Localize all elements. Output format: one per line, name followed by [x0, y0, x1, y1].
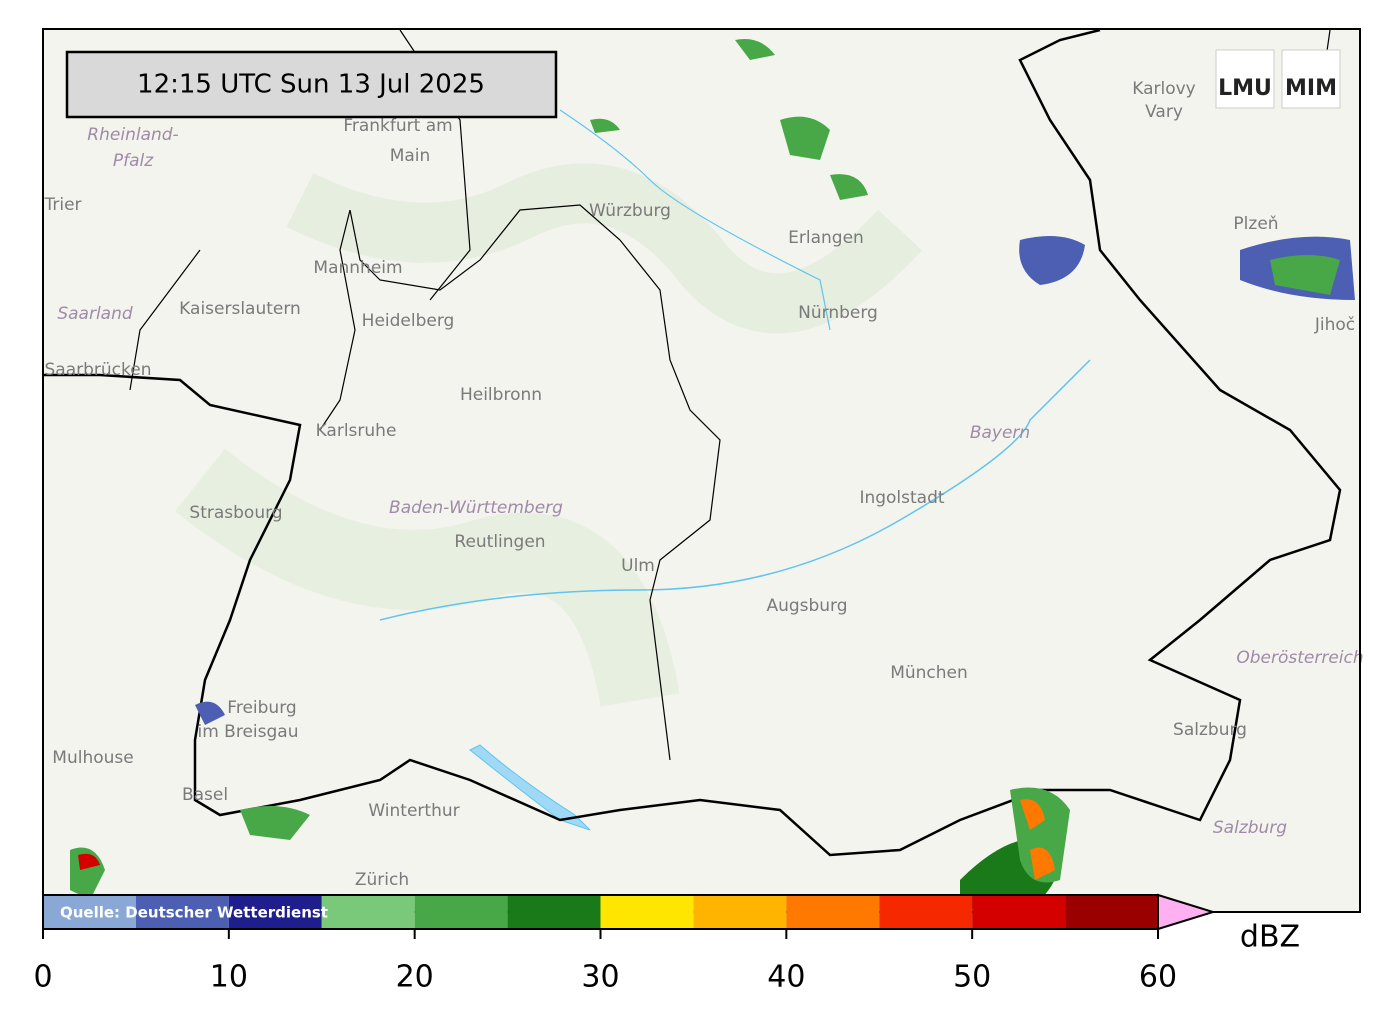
- place-label: Freiburg: [227, 698, 296, 718]
- place-label: Reutlingen: [454, 532, 545, 552]
- place-label: Salzburg: [1213, 818, 1287, 838]
- colorbar-tick-label: 10: [210, 960, 248, 995]
- colorbar-tick-label: 20: [396, 960, 434, 995]
- timestamp-box: [65, 50, 558, 119]
- place-label: Saarland: [57, 304, 133, 324]
- place-label: Augsburg: [766, 596, 847, 616]
- place-labels: Frankfurt am Main Rheinland- Pfalz Trier Mann…: [43, 79, 1363, 890]
- place-label: Frankfurt am: [343, 116, 452, 136]
- colorbar-segment: [414, 895, 508, 929]
- colorbar-segment: [43, 895, 136, 929]
- place-label: Oberösterreich: [1236, 648, 1363, 668]
- colorbar: 0 10 20 30 40 50 60: [33, 893, 1217, 995]
- place-label: Salzburg: [1173, 720, 1247, 740]
- place-label: Mulhouse: [52, 748, 133, 768]
- place-label: Würzburg: [589, 201, 671, 221]
- place-label: Basel: [182, 785, 228, 805]
- colorbar-segment: [600, 895, 694, 929]
- place-label: Vary: [1145, 102, 1183, 122]
- logo: LMU MIM: [1215, 49, 1341, 109]
- colorbar-tick-label: 40: [767, 960, 805, 995]
- place-label: München: [890, 663, 968, 683]
- place-label: Karlovy: [1132, 79, 1196, 99]
- basemap: [43, 29, 1360, 912]
- colorbar-label: dBZ: [1240, 920, 1300, 955]
- colorbar-segment: [321, 895, 415, 929]
- colorbar-segment: [228, 895, 322, 929]
- colorbar-segment: [972, 895, 1066, 929]
- place-label: Kaiserslautern: [179, 299, 301, 319]
- place-label: Jihoč: [1314, 315, 1355, 335]
- place-label: Main: [390, 146, 431, 166]
- logo-text: LMU: [1218, 76, 1272, 101]
- colorbar-tick-label: 0: [33, 960, 52, 995]
- place-label: Heilbronn: [460, 385, 542, 405]
- place-label: Nürnberg: [798, 303, 878, 323]
- place-label: Bayern: [970, 423, 1030, 443]
- place-label: Strasbourg: [189, 503, 282, 523]
- place-label: Winterthur: [368, 801, 459, 821]
- timestamp: 12:15 UTC Sun 13 Jul 2025: [137, 70, 485, 100]
- place-label: im Breisgau: [198, 722, 299, 742]
- place-label: Erlangen: [788, 228, 864, 248]
- place-label: Karlsruhe: [316, 421, 397, 441]
- colorbar-tick-label: 50: [953, 960, 991, 995]
- place-label: Rheinland-: [87, 125, 178, 145]
- place-label: Heidelberg: [362, 311, 455, 331]
- place-label: Saarbrücken: [45, 360, 152, 380]
- logo-text: MIM: [1285, 76, 1337, 101]
- colorbar-tick-label: 30: [581, 960, 619, 995]
- colorbar-segment: [693, 895, 787, 929]
- colorbar-segment: [1065, 895, 1158, 929]
- place-label: Pfalz: [113, 151, 154, 171]
- place-label: Baden-Württemberg: [389, 498, 563, 518]
- place-label: Ulm: [621, 556, 655, 576]
- colorbar-segment: [507, 895, 601, 929]
- place-label: Plzeň: [1233, 214, 1278, 234]
- colorbar-segment: [879, 895, 973, 929]
- logo-box: [1215, 49, 1275, 109]
- place-label: Mannheim: [313, 258, 402, 278]
- place-label: Trier: [43, 195, 81, 215]
- place-label: Zürich: [355, 870, 409, 890]
- logo-box: [1281, 49, 1341, 109]
- place-label: Ingolstadt: [859, 488, 944, 508]
- colorbar-segment: [786, 895, 880, 929]
- source-text: Quelle: Deutscher Wetterdienst: [60, 904, 328, 922]
- colorbar-segment: [135, 895, 229, 929]
- colorbar-tick-label: 60: [1139, 960, 1177, 995]
